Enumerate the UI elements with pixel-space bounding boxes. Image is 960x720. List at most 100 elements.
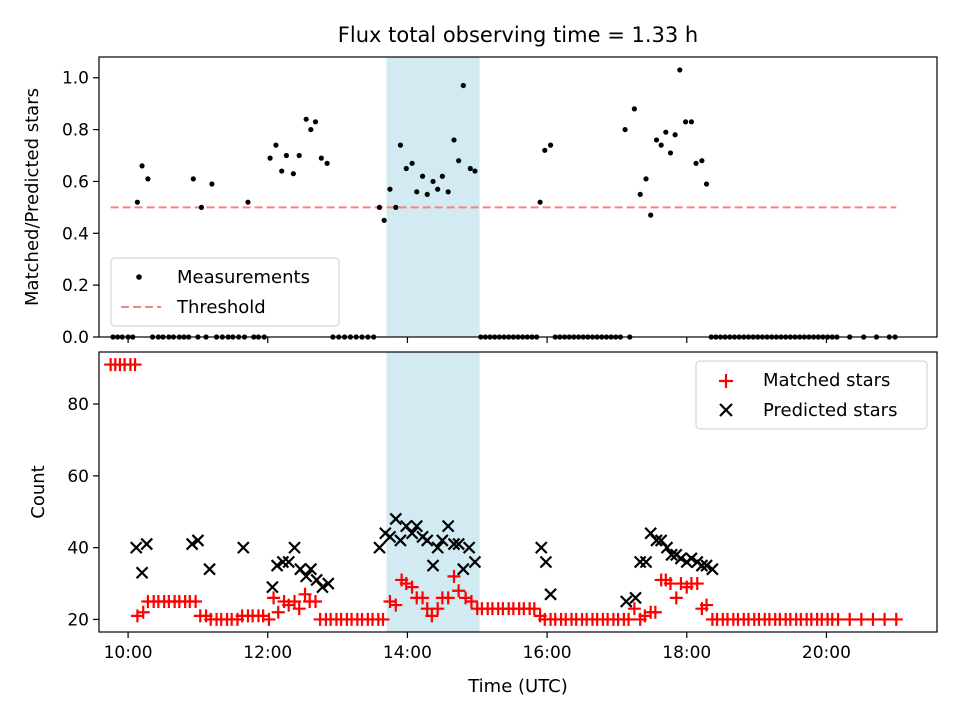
bottom-y-tick-label: 60 [67,467,89,487]
predicted-star-point [544,588,557,601]
bottom-y-tick-label: 80 [67,395,89,415]
predicted-star-point [140,537,153,551]
predicted-star-point [674,552,688,565]
predicted-star-point [447,537,461,551]
bottom-legend-box [695,360,928,430]
matched-star-point [262,612,276,626]
matched-star-point [267,591,281,605]
predicted-star-point [420,534,434,547]
x-axis-label: Time (UTC) [467,676,568,697]
measurement-point [460,82,466,89]
predicted-star-point [185,537,199,551]
measurement-point [397,142,404,148]
measurement-point [273,142,279,148]
legend-matched-label: Matched stars [763,370,890,391]
measurement-point [637,191,643,198]
predicted-star-point [203,562,216,576]
matched-star-point [627,602,641,616]
measurement-point [318,155,324,161]
matched-star-point [431,602,445,616]
predicted-star-point [462,541,476,554]
measurement-point [403,165,409,172]
measurement-point [643,176,649,182]
predicted-stars-points [129,512,719,608]
measurement-point [542,147,548,153]
measurement-point [381,217,387,223]
x-tick-label: 18:00 [662,643,711,663]
bottom-highlight-span [386,352,480,632]
measurement-point [267,155,273,161]
top-y-tick-label: 0.8 [62,121,89,141]
predicted-star-point [436,534,449,547]
matched-star-point [854,612,868,626]
legend-predicted-label: Predicted stars [763,400,897,421]
predicted-star-point [191,534,205,547]
measurement-point [547,142,554,148]
predicted-star-point [619,595,633,608]
measurement-point [303,116,309,122]
top-y-tick-label: 0.6 [62,172,89,192]
legend-matched-marker [719,374,733,388]
matched-star-point [889,612,903,626]
measurement-point [430,178,436,185]
predicted-star-point [282,555,295,569]
measurement-point [424,191,430,198]
x-tick-label: 10:00 [104,643,153,663]
predicted-star-point [304,562,318,576]
bottom-y-tick-label: 20 [67,610,89,630]
measurement-point [693,160,699,166]
legend-measurements-marker [136,274,142,280]
x-tick-label: 12:00 [243,643,292,663]
matched-star-point [690,577,704,591]
measurement-point [467,165,473,172]
predicted-star-point [629,591,642,605]
measurement-point [387,186,393,192]
matched-stars-points [104,358,903,626]
predicted-star-point [639,555,653,569]
matched-star-point [447,569,461,583]
measurement-point [296,152,302,159]
matched-star-point [441,591,455,605]
predicted-star-point [535,541,548,554]
matched-star-point [376,612,390,626]
measurement-point [393,204,399,210]
measurement-point [439,173,445,179]
matched-star-point [669,591,683,605]
measurement-point [663,129,669,135]
measurement-point [414,189,420,195]
measurement-point [308,126,314,133]
matched-star-point [136,605,150,619]
predicted-star-point [276,555,290,569]
top-y-tick-label: 0.0 [62,328,89,348]
predicted-star-point [237,541,250,554]
measurement-point [631,106,637,112]
top-plot-frame [98,56,938,338]
bottom-plot-frame [98,351,938,633]
measurement-point [672,132,678,138]
measurement-point [134,199,141,205]
measurement-point [279,168,285,174]
matched-star-point [452,584,466,598]
measurement-point [376,204,383,210]
measurement-point [472,168,478,174]
legend-threshold-label: Threshold [176,297,266,318]
measurement-point [419,173,426,179]
bottom-y-axis-ticks: 20 40 60 80 [67,395,99,630]
predicted-star-point [539,555,553,569]
predicted-star-point [650,534,663,547]
measurement-point [209,181,215,187]
matched-star-point [866,612,880,626]
matched-star-point [700,598,714,612]
matched-star-point [389,598,403,612]
predicted-star-point [299,570,313,583]
predicted-star-point [316,580,329,594]
matched-star-point [843,612,857,626]
measurement-point [456,158,462,164]
bottom-y-tick-label: 40 [67,539,89,559]
predicted-star-point [129,541,143,554]
x-tick-label: 16:00 [523,643,572,663]
predicted-star-point [660,541,674,554]
matched-star-point [308,594,322,608]
predicted-star-point [322,577,335,590]
